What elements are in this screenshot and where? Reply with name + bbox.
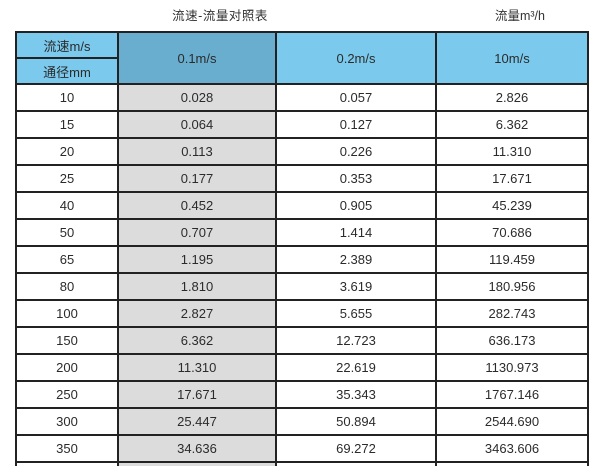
flow-value-cell-10ms: 1130.973	[435, 353, 589, 382]
flow-value-cell-10ms: 282.743	[435, 299, 589, 328]
flow-value-cell-0-2ms: 0.905	[275, 191, 437, 220]
flow-value-cell-10ms: 3463.606	[435, 434, 589, 463]
table-body: 10 0.028 0.057 2.826 15 0.064 0.127 6.362 20 0.11…	[15, 83, 589, 466]
diameter-cell: 80	[15, 272, 119, 301]
flow-rate-table: 流速m/s 0.1m/s 0.2m/s 10m/s 通径mm 10 0.028 0.…	[15, 31, 589, 466]
flow-value-cell-0-2ms: 3.619	[275, 272, 437, 301]
flow-value-cell-0-1ms: 0.113	[117, 137, 277, 166]
flow-value-cell-0-2ms: 69.272	[275, 434, 437, 463]
flow-value-cell-0-2ms: 0.353	[275, 164, 437, 193]
flow-value-cell-10ms: 45.239	[435, 191, 589, 220]
flow-value-cell-0-1ms: 1.810	[117, 272, 277, 301]
page-title: 流速-流量对照表	[172, 9, 268, 23]
diameter-cell: 40	[15, 191, 119, 220]
diameter-cell: 150	[15, 326, 119, 355]
flow-value-cell-0-2ms: 0.057	[275, 83, 437, 112]
corner-cell-velocity: 流速m/s	[15, 31, 119, 59]
header-row-top: 流速m/s 0.1m/s 0.2m/s 10m/s	[15, 31, 589, 85]
flow-value-cell-0-2ms: 1.414	[275, 218, 437, 247]
column-header-10ms: 10m/s	[435, 31, 589, 85]
flow-value-cell-0-1ms: 0.452	[117, 191, 277, 220]
table-row: 100 2.827 5.655 282.743	[15, 299, 589, 328]
table-row: 65 1.195 2.389 119.459	[15, 245, 589, 274]
flow-value-cell-0-2ms: 50.894	[275, 407, 437, 436]
flow-value-cell-0-2ms: 22.619	[275, 353, 437, 382]
table-row: 20 0.113 0.226 11.310	[15, 137, 589, 166]
header-row-bottom: 通径mm	[15, 57, 588, 85]
flow-value-cell-10ms: 70.686	[435, 218, 589, 247]
flow-value-cell-0-1ms: 0.177	[117, 164, 277, 193]
flow-value-cell-0-1ms: 0.707	[117, 218, 277, 247]
flow-value-cell-10ms: 180.956	[435, 272, 589, 301]
flow-value-cell-0-1ms: 25.447	[117, 407, 277, 436]
flow-value-cell-0-1ms: 2.827	[117, 299, 277, 328]
table-row: 40045.23990.4784523.893	[15, 461, 589, 466]
diameter-cell: 50	[15, 218, 119, 247]
table-header: 流速m/s 0.1m/s 0.2m/s 10m/s 通径mm	[15, 31, 589, 85]
flow-value-cell-10ms: 6.362	[435, 110, 589, 139]
table-row: 300 25.447 50.894 2544.690	[15, 407, 589, 436]
table-row: 150 6.362 12.723 636.173	[15, 326, 589, 355]
diameter-cell: 350	[15, 434, 119, 463]
table-row: 50 0.707 1.414 70.686	[15, 218, 589, 247]
diameter-cell: 65	[15, 245, 119, 274]
flow-value-cell-0-1ms: 0.028	[117, 83, 277, 112]
column-header-0-1ms: 0.1m/s	[117, 31, 277, 85]
diameter-cell: 25	[15, 164, 119, 193]
table-row: 15 0.064 0.127 6.362	[15, 110, 589, 139]
flow-value-cell-10ms: 2.826	[435, 83, 589, 112]
flow-value-cell-0-1ms: 45.239	[117, 461, 277, 466]
flow-value-cell-0-1ms: 1.195	[117, 245, 277, 274]
flow-unit-label: 流量m³/h	[494, 9, 545, 23]
flow-value-cell-0-2ms: 5.655	[275, 299, 437, 328]
corner-cell-diameter: 通径mm	[15, 57, 119, 85]
flow-value-cell-0-2ms: 35.343	[275, 380, 437, 409]
flow-value-cell-10ms: 11.310	[435, 137, 589, 166]
flow-value-cell-0-1ms: 34.636	[117, 434, 277, 463]
diameter-cell: 15	[15, 110, 119, 139]
table-row: 80 1.810 3.619 180.956	[15, 272, 589, 301]
diameter-cell: 100	[15, 299, 119, 328]
flow-value-cell-10ms: 1767.146	[435, 380, 589, 409]
flow-value-cell-0-1ms: 6.362	[117, 326, 277, 355]
flow-value-cell-0-1ms: 17.671	[117, 380, 277, 409]
flow-value-cell-10ms: 119.459	[435, 245, 589, 274]
table-row: 200 11.310 22.619 1130.973	[15, 353, 589, 382]
flow-value-cell-0-2ms: 12.723	[275, 326, 437, 355]
diameter-cell: 400	[15, 461, 119, 466]
flow-value-cell-10ms: 4523.893	[435, 461, 589, 466]
diameter-cell: 250	[15, 380, 119, 409]
diameter-cell: 10	[15, 83, 119, 112]
column-header-0-2ms: 0.2m/s	[275, 31, 437, 85]
diameter-cell: 20	[15, 137, 119, 166]
table-row: 25 0.177 0.353 17.671	[15, 164, 589, 193]
flow-value-cell-0-2ms: 0.127	[275, 110, 437, 139]
table-row: 40 0.452 0.905 45.239	[15, 191, 589, 220]
flow-value-cell-0-1ms: 0.064	[117, 110, 277, 139]
flow-value-cell-10ms: 636.173	[435, 326, 589, 355]
flow-value-cell-0-1ms: 11.310	[117, 353, 277, 382]
table-row: 350 34.636 69.272 3463.606	[15, 434, 589, 463]
table-row: 250 17.671 35.343 1767.146	[15, 380, 589, 409]
flow-value-cell-10ms: 2544.690	[435, 407, 589, 436]
flow-value-cell-0-2ms: 90.478	[275, 461, 437, 466]
table-row: 10 0.028 0.057 2.826	[15, 83, 589, 112]
flow-value-cell-0-2ms: 2.389	[275, 245, 437, 274]
diameter-cell: 300	[15, 407, 119, 436]
flow-value-cell-0-2ms: 0.226	[275, 137, 437, 166]
flow-value-cell-10ms: 17.671	[435, 164, 589, 193]
diameter-cell: 200	[15, 353, 119, 382]
